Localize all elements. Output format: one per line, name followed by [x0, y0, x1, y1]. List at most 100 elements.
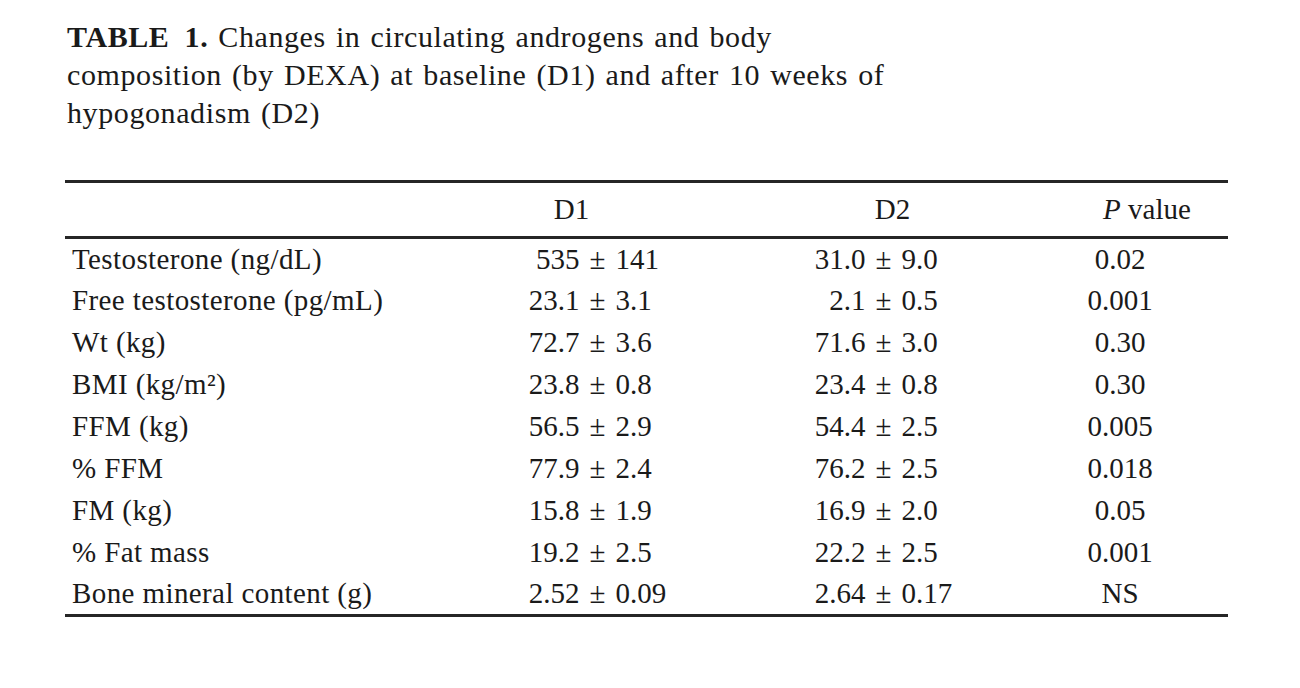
d2-mean: 54.4 [802, 410, 866, 443]
plus-minus-symbol: ± [580, 284, 616, 317]
d1-sd: 1.9 [616, 494, 680, 527]
d2-value-cell: 54.4±2.5 [745, 406, 1040, 448]
p-value-cell: 0.30 [1040, 364, 1228, 406]
d1-mean: 77.9 [516, 452, 580, 485]
d2-value-cell: 16.9±2.0 [745, 490, 1040, 532]
table-body: Testosterone (ng/dL) 535±141 31.0±9.0 0.… [65, 238, 1228, 616]
plus-minus-symbol: ± [580, 536, 616, 569]
d1-mean: 15.8 [516, 494, 580, 527]
d2-sd: 2.5 [902, 410, 966, 443]
d1-value-cell: 15.8±1.9 [450, 490, 745, 532]
plus-minus-symbol: ± [580, 326, 616, 359]
table-row: Testosterone (ng/dL) 535±141 31.0±9.0 0.… [65, 238, 1228, 280]
table-row: % Fat mass 19.2±2.5 22.2±2.5 0.001 [65, 532, 1228, 574]
d1-sd: 0.8 [616, 368, 680, 401]
d2-sd: 3.0 [902, 326, 966, 359]
d2-value-cell: 22.2±2.5 [745, 532, 1040, 574]
plus-minus-symbol: ± [866, 452, 902, 485]
plus-minus-symbol: ± [580, 494, 616, 527]
d1-value-cell: 23.8±0.8 [450, 364, 745, 406]
plus-minus-symbol: ± [866, 326, 902, 359]
d2-value-cell: 23.4±0.8 [745, 364, 1040, 406]
plus-minus-symbol: ± [866, 494, 902, 527]
empty-header-cell [65, 182, 450, 238]
p-value-cell: 0.001 [1040, 280, 1228, 322]
p-value-cell: 0.02 [1040, 238, 1228, 280]
d1-mean: 56.5 [516, 410, 580, 443]
table-header: D1 D2 P value [65, 182, 1228, 238]
d2-mean: 22.2 [802, 536, 866, 569]
plus-minus-symbol: ± [580, 452, 616, 485]
d1-mean: 72.7 [516, 326, 580, 359]
d1-sd: 2.9 [616, 410, 680, 443]
plus-minus-symbol: ± [580, 577, 616, 610]
plus-minus-symbol: ± [866, 536, 902, 569]
plus-minus-symbol: ± [580, 410, 616, 443]
d1-value-cell: 19.2±2.5 [450, 532, 745, 574]
p-value-cell: 0.005 [1040, 406, 1228, 448]
plus-minus-symbol: ± [866, 577, 902, 610]
caption-line-2: composition (by DEXA) at baseline (D1) a… [67, 56, 1227, 94]
row-label: FM (kg) [65, 490, 450, 532]
row-label: % FFM [65, 448, 450, 490]
row-label: % Fat mass [65, 532, 450, 574]
d1-value-cell: 56.5±2.9 [450, 406, 745, 448]
plus-minus-symbol: ± [580, 243, 616, 276]
table-row: Wt (kg) 72.7±3.6 71.6±3.0 0.30 [65, 322, 1228, 364]
row-label: FFM (kg) [65, 406, 450, 448]
row-label: Wt (kg) [65, 322, 450, 364]
plus-minus-symbol: ± [866, 410, 902, 443]
table-row: BMI (kg/m²) 23.8±0.8 23.4±0.8 0.30 [65, 364, 1228, 406]
d1-mean: 535 [516, 243, 580, 276]
d1-mean: 19.2 [516, 536, 580, 569]
d2-sd: 2.0 [902, 494, 966, 527]
d1-sd: 0.09 [616, 577, 680, 610]
d2-mean: 2.1 [802, 284, 866, 317]
d1-value-cell: 23.1±3.1 [450, 280, 745, 322]
table-row: FM (kg) 15.8±1.9 16.9±2.0 0.05 [65, 490, 1228, 532]
d2-mean: 16.9 [802, 494, 866, 527]
d1-mean: 2.52 [516, 577, 580, 610]
d1-sd: 141 [616, 243, 680, 276]
caption-line-1-text: Changes in circulating androgens and bod… [218, 20, 772, 53]
plus-minus-symbol: ± [866, 368, 902, 401]
d2-sd: 0.5 [902, 284, 966, 317]
d2-sd: 0.8 [902, 368, 966, 401]
table-caption: TABLE 1. Changes in circulating androgens… [67, 18, 1227, 132]
d2-mean: 76.2 [802, 452, 866, 485]
d2-value-cell: 2.64±0.17 [745, 574, 1040, 616]
plus-minus-symbol: ± [866, 284, 902, 317]
table-number-label: TABLE 1. [67, 20, 208, 53]
plus-minus-symbol: ± [866, 243, 902, 276]
d2-value-cell: 31.0±9.0 [745, 238, 1040, 280]
plus-minus-symbol: ± [580, 368, 616, 401]
d2-sd: 2.5 [902, 452, 966, 485]
d1-sd: 3.6 [616, 326, 680, 359]
caption-line-3: hypogonadism (D2) [67, 94, 1227, 132]
row-label: BMI (kg/m²) [65, 364, 450, 406]
d1-value-cell: 2.52±0.09 [450, 574, 745, 616]
table-row: Bone mineral content (g) 2.52±0.09 2.64±… [65, 574, 1228, 616]
p-value-cell: NS [1040, 574, 1228, 616]
d2-mean: 31.0 [802, 243, 866, 276]
p-value-cell: 0.001 [1040, 532, 1228, 574]
d2-sd: 2.5 [902, 536, 966, 569]
d2-value-cell: 76.2±2.5 [745, 448, 1040, 490]
d2-mean: 71.6 [802, 326, 866, 359]
d2-mean: 2.64 [802, 577, 866, 610]
p-value-cell: 0.018 [1040, 448, 1228, 490]
d1-sd: 3.1 [616, 284, 680, 317]
header-row: D1 D2 P value [65, 182, 1228, 238]
table-row: % FFM 77.9±2.4 76.2±2.5 0.018 [65, 448, 1228, 490]
p-value-cell: 0.05 [1040, 490, 1228, 532]
row-label: Free testosterone (pg/mL) [65, 280, 450, 322]
column-header-d2: D2 [745, 182, 1040, 238]
d2-mean: 23.4 [802, 368, 866, 401]
d1-mean: 23.1 [516, 284, 580, 317]
column-header-p-value: P value [1040, 182, 1228, 238]
results-table: D1 D2 P value Testosterone (ng/dL) 535±1… [65, 180, 1228, 617]
d2-sd: 0.17 [902, 577, 966, 610]
caption-line-1: TABLE 1. Changes in circulating androgens… [67, 18, 1227, 56]
p-italic: P [1103, 193, 1121, 225]
d1-mean: 23.8 [516, 368, 580, 401]
